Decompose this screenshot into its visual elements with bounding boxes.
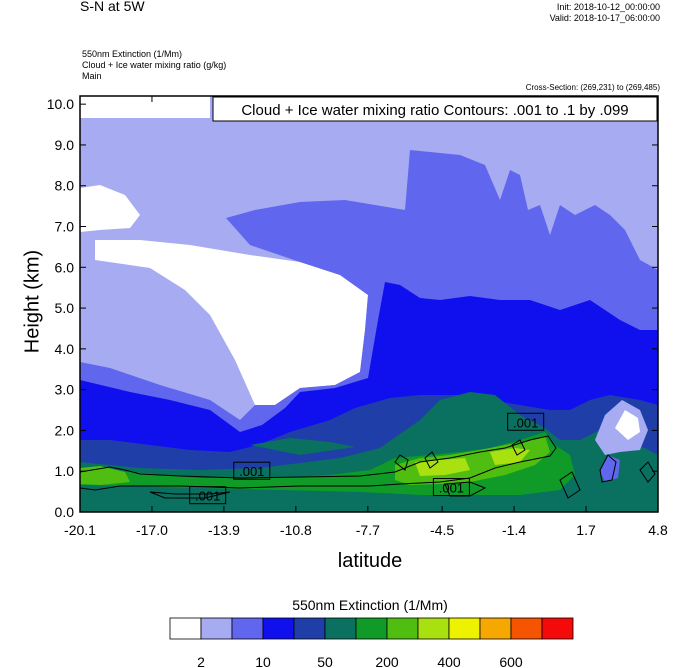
field-label-mixing-ratio: Cloud + Ice water mixing ratio (g/kg) <box>82 60 227 70</box>
x-tick-label: -1.4 <box>502 522 526 538</box>
colorbar-swatch <box>231 617 264 640</box>
x-tick-label: -13.9 <box>208 522 240 538</box>
x-tick-label: -4.5 <box>430 522 454 538</box>
colorbar-tick-label: 200 <box>375 654 399 668</box>
colorbar-swatch <box>169 617 202 640</box>
colorbar: 2 10 50 200 400 600 <box>169 617 574 668</box>
x-axis-label: latitude <box>337 550 403 572</box>
y-tick-label: 10.0 <box>47 96 74 112</box>
y-tick-label: 5.0 <box>55 300 75 316</box>
colorbar-title: 550nm Extinction (1/Mm) <box>292 597 448 613</box>
x-tick-label: 4.8 <box>648 522 668 538</box>
colorbar-swatch <box>386 617 419 640</box>
contour-label: .001 <box>239 464 264 479</box>
colorbar-swatch <box>324 617 357 640</box>
colorbar-swatch <box>510 617 543 640</box>
contour-label: .001 <box>195 489 220 504</box>
x-tick-label: 1.7 <box>576 522 596 538</box>
contour-title: Cloud + Ice water mixing ratio Contours:… <box>241 102 628 119</box>
x-tick-label: -10.8 <box>280 522 312 538</box>
contour-label-box <box>432 478 470 497</box>
mixing-ratio-contours <box>80 435 656 499</box>
cross-section-label: Cross-Section: (269,231) to (269,485) <box>525 83 660 92</box>
y-tick-label: 1.0 <box>55 463 75 479</box>
x-tick-label: -17.0 <box>136 522 168 538</box>
colorbar-swatch <box>262 617 295 640</box>
x-tick-label: -20.1 <box>64 522 96 538</box>
field-label-domain: Main <box>82 71 102 81</box>
y-tick-label: 8.0 <box>55 178 75 194</box>
contour-label-box <box>507 412 545 431</box>
contour-label: .001 <box>439 481 464 496</box>
contour-labels: .001 .001 .001 .001 <box>189 412 545 505</box>
colorbar-swatch <box>200 617 233 640</box>
y-tick-label: 2.0 <box>55 422 75 438</box>
axis-ticks: -20.1 -17.0 -13.9 -10.8 -7.7 -4.5 -1.4 1.7 4.8 0.… <box>47 96 668 538</box>
y-axis-label: Height (km) <box>21 249 44 354</box>
colorbar-tick-label: 50 <box>317 654 333 668</box>
colorbar-tick-label: 2 <box>197 654 205 668</box>
y-tick-label: 6.0 <box>55 259 75 275</box>
colorbar-swatch <box>448 617 481 640</box>
colorbar-swatch <box>417 617 450 640</box>
y-tick-label: 7.0 <box>55 219 75 235</box>
colorbar-swatch <box>355 617 388 640</box>
contour-title-box <box>212 96 658 122</box>
y-tick-label: 0.0 <box>55 504 75 520</box>
plot-frame <box>79 95 659 513</box>
colorbar-tick-label: 600 <box>499 654 523 668</box>
colorbar-swatch <box>479 617 512 640</box>
init-time: Init: 2018-10-12_00:00:00 <box>556 2 660 12</box>
contour-label: .001 <box>513 415 538 430</box>
colorbar-tick-label: 10 <box>255 654 271 668</box>
y-tick-label: 3.0 <box>55 382 75 398</box>
field-label-extinction: 550nm Extinction (1/Mm) <box>82 49 183 59</box>
y-tick-label: 4.0 <box>55 341 75 357</box>
chart-title: S-N at 5W <box>80 0 145 14</box>
x-tick-label: -7.7 <box>356 522 380 538</box>
y-tick-label: 9.0 <box>55 137 75 153</box>
contour-label-box <box>189 486 227 505</box>
colorbar-tick-label: 400 <box>437 654 461 668</box>
contour-label-box <box>233 461 271 480</box>
valid-time: Valid: 2018-10-17_06:00:00 <box>549 13 660 23</box>
colorbar-swatch <box>541 617 574 640</box>
filled-contours <box>80 96 658 512</box>
colorbar-swatch <box>293 617 326 640</box>
